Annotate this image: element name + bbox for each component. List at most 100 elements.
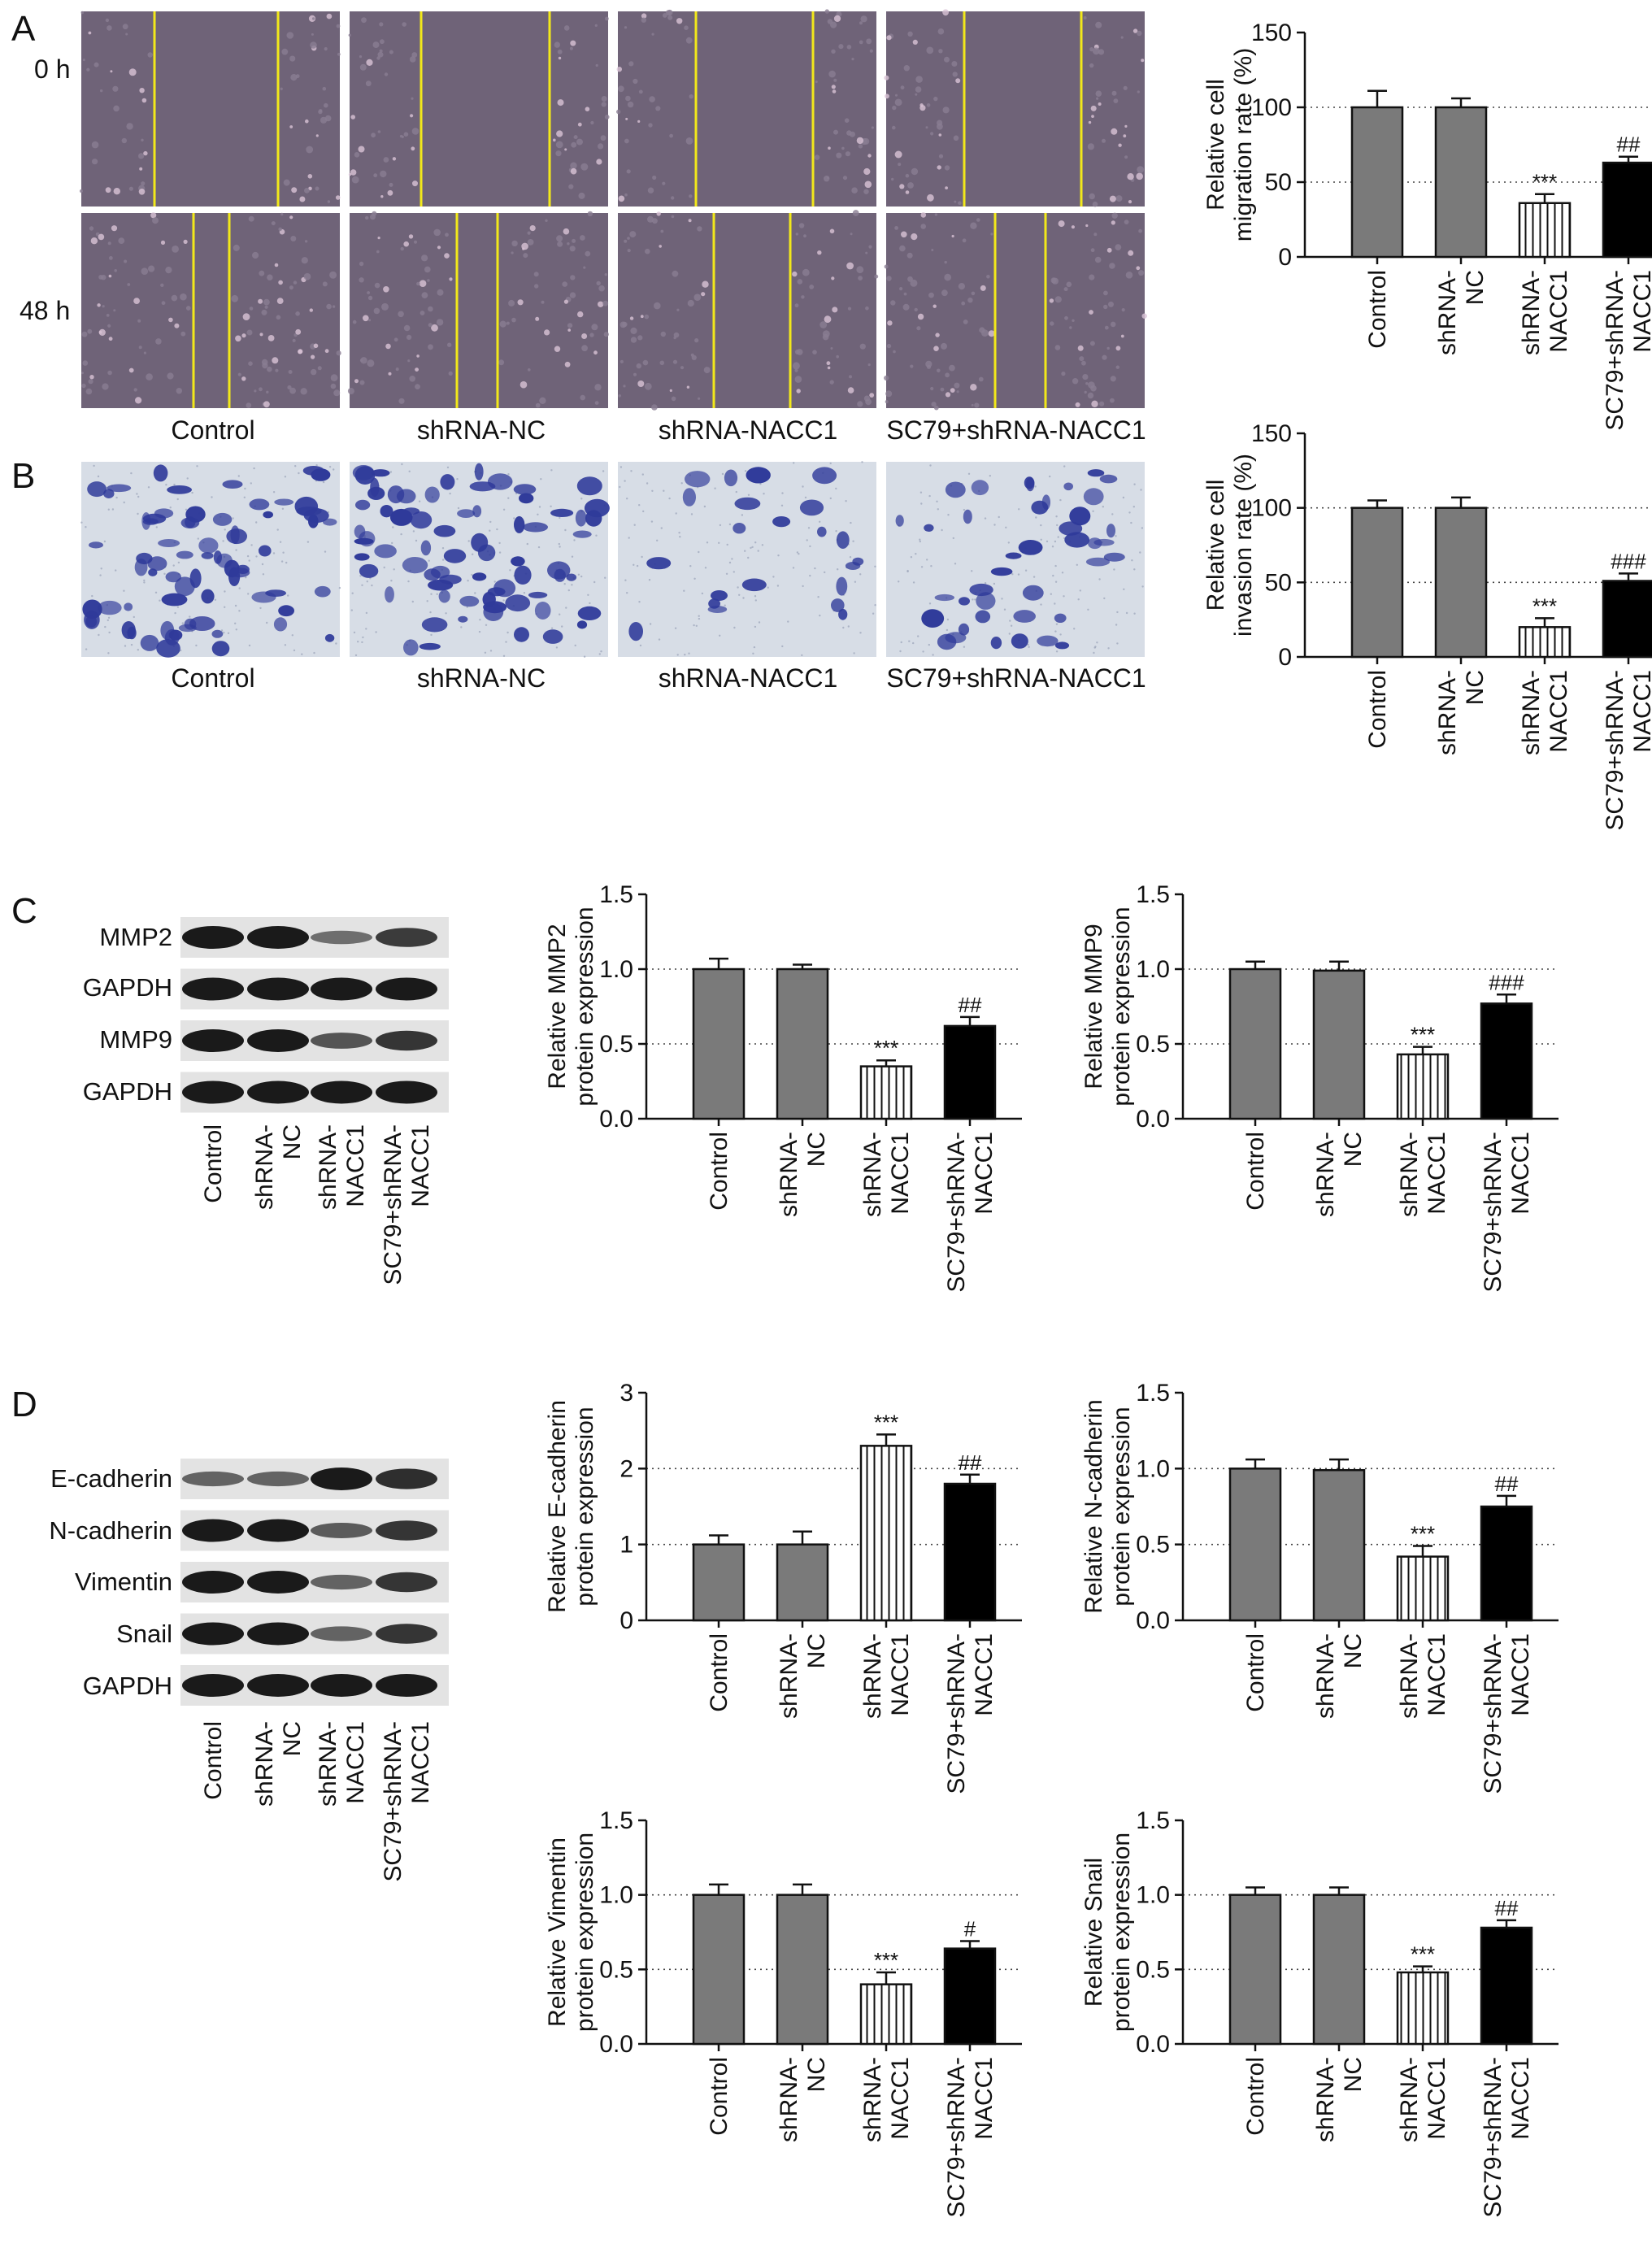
membrane-pore [98,633,100,637]
cell [1110,398,1115,403]
cell [567,323,573,328]
scratch-image [884,212,1147,411]
blot-d-lane-label: SC79+shRNA-NACC1 [380,1721,434,1882]
x-tick-label-line: NC [803,1633,830,1668]
lane-label-line: SC79+shRNA- [380,1721,406,1882]
membrane-pore [593,580,596,584]
cell [1084,390,1087,394]
cell [1064,315,1068,320]
panel-letter-c: C [11,891,37,931]
cell [958,283,965,290]
membrane-pore [558,542,560,546]
cell [944,273,951,281]
membrane-pore [796,551,799,554]
cell [636,363,641,369]
membrane-pore [638,601,641,603]
stained-cell [98,600,122,615]
membrane-pore [186,477,189,480]
cell [180,293,187,301]
membrane-pore [698,615,700,617]
cell [935,333,940,337]
membrane-pore [362,636,364,639]
bar [1350,106,1404,259]
cell [892,105,897,111]
membrane-pore [383,566,385,569]
membrane-pore [262,573,265,576]
membrane-pore [910,556,913,559]
membrane-pore [350,609,353,611]
cell [625,95,631,102]
membrane-pore [243,496,246,498]
cell [317,366,322,371]
cell [122,24,128,30]
x-tick-label-line: NACC1 [1629,670,1652,753]
y-tick-label: 0.5 [599,1031,633,1058]
membrane-pore [1040,538,1042,541]
membrane-pore [559,516,561,520]
cell [571,141,577,148]
blot-band [247,1674,309,1697]
membrane-pore [638,504,641,507]
cell [278,227,283,232]
membrane-pore [561,625,563,628]
blot-band [182,977,244,1001]
membrane-pore [237,475,240,477]
cell [822,333,829,341]
stained-cell [324,633,335,642]
cell [926,103,931,107]
membrane-pore [798,553,800,555]
y-axis-label-line: protein expression [1108,1407,1135,1606]
x-tick-label-line: Control [1242,1132,1269,1211]
membrane-pore [639,644,642,647]
stained-cell [158,539,180,547]
x-tick-label-line: Control [1364,670,1391,749]
cell [832,89,837,93]
membrane-pore [436,593,438,595]
membrane-pore [1128,511,1131,514]
cell [1109,263,1115,269]
cell [933,346,939,352]
membrane-pore [1059,633,1062,636]
blot-c-lane-label: shRNA-NC [251,1124,306,1210]
cell [887,320,893,326]
cell [618,195,625,202]
membrane-pore [835,530,837,533]
cell [931,402,937,407]
y-axis-label: Relative Vimentinprotein expression [544,1833,598,2032]
scratch-image [884,9,1145,207]
cell [694,338,699,343]
cell [389,50,393,54]
cell [106,314,110,317]
cell [915,86,922,93]
cell [377,237,380,240]
stained-cell [505,594,531,612]
membrane-pore [306,541,310,543]
x-tick-label: Control [1364,670,1391,749]
membrane-pore [1054,580,1058,583]
cell [1089,341,1095,346]
cell [851,187,858,193]
x-tick-label-line: Control [1242,2057,1269,2136]
x-tick-label-line: Control [1364,270,1391,349]
cell [796,389,801,394]
bar [1518,626,1572,659]
x-tick-label-line: shRNA- [1434,270,1461,355]
stained-cell [174,576,195,597]
membrane-pore [430,593,433,595]
stained-cell [474,463,484,480]
stained-cell [433,524,456,537]
membrane-pore [253,467,255,470]
cell [246,402,252,408]
cell [143,351,146,354]
cell [899,287,903,291]
cell [527,231,531,235]
cell [934,213,938,216]
scratch-assay-images [79,9,1147,411]
cell [1110,376,1116,382]
stained-cell [140,634,159,651]
cell [1120,36,1124,39]
cell [698,397,701,400]
membrane-pore [281,507,285,510]
y-axis-label-line: Relative Snail [1080,1858,1107,2007]
